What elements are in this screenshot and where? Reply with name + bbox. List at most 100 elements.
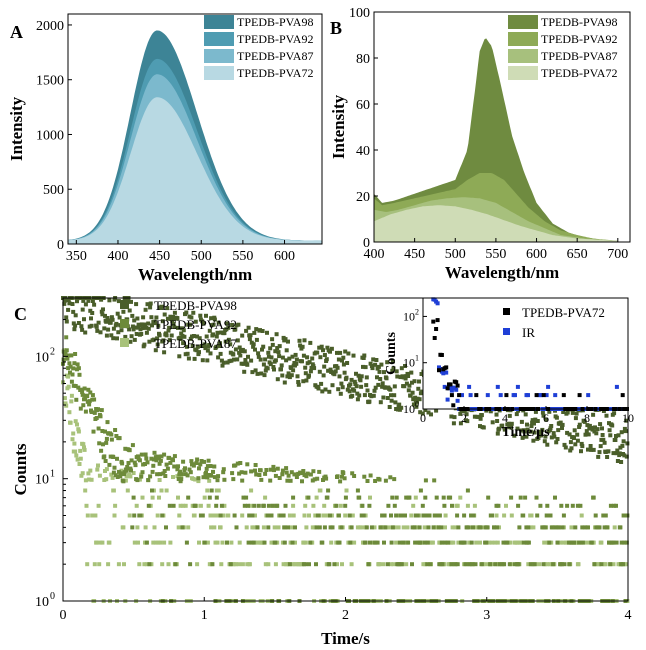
data-point <box>493 540 498 545</box>
data-point <box>287 356 292 361</box>
data-point <box>451 403 456 408</box>
data-point <box>195 457 200 462</box>
data-point <box>109 333 114 338</box>
data-point <box>87 399 92 404</box>
data-point <box>140 470 145 475</box>
data-point <box>338 503 343 508</box>
data-point <box>83 478 88 483</box>
data-point <box>545 562 550 567</box>
data-point <box>517 525 522 530</box>
data-point <box>301 469 306 473</box>
data-point <box>211 332 215 337</box>
data-point <box>73 419 78 424</box>
data-point <box>266 350 271 355</box>
data-point <box>90 513 95 518</box>
data-point <box>540 410 545 415</box>
data-point <box>586 447 590 452</box>
data-point <box>194 461 199 465</box>
data-point <box>70 302 75 306</box>
data-point <box>409 513 414 518</box>
data-point <box>497 562 502 567</box>
data-point <box>397 562 402 567</box>
data-point <box>277 354 282 359</box>
data-point <box>518 540 523 545</box>
data-point <box>318 488 323 493</box>
y-tick-label-1: 10 <box>403 402 415 416</box>
data-point <box>246 503 250 508</box>
legend-label-tpedb-pva92: TPEDB-PVA92 <box>541 32 617 46</box>
x-tick-label-500: 500 <box>445 247 466 262</box>
legend-label-tpedb-pva72: TPEDB-PVA72 <box>522 305 605 320</box>
data-point <box>157 495 161 500</box>
data-point <box>403 364 407 368</box>
panel-letter: B <box>330 18 342 38</box>
data-point <box>79 387 84 392</box>
data-point <box>458 421 463 426</box>
data-point <box>265 330 269 335</box>
data-point <box>215 330 220 335</box>
legend-marker-tpedb-pva98 <box>120 300 129 309</box>
data-point <box>303 371 308 376</box>
data-point <box>128 339 133 344</box>
data-point <box>466 525 471 530</box>
data-point <box>64 335 69 340</box>
data-point <box>240 333 245 338</box>
data-point <box>420 411 425 416</box>
y-tick-exp-100: 2 <box>50 346 55 357</box>
data-point <box>490 513 494 518</box>
data-point <box>408 393 413 398</box>
data-point <box>198 313 203 318</box>
data-point <box>178 469 182 474</box>
legend-label-tpedb-pva92: TPEDB-PVA92 <box>154 317 237 332</box>
data-point <box>168 460 173 465</box>
data-point <box>165 466 170 471</box>
data-point <box>624 454 629 459</box>
y-tick-label-1000: 1000 <box>36 128 64 143</box>
data-point <box>298 343 303 348</box>
data-point <box>455 503 460 508</box>
data-point <box>100 312 105 317</box>
data-point <box>186 495 191 500</box>
data-point <box>323 387 328 392</box>
data-point <box>109 437 114 442</box>
data-point <box>308 472 313 477</box>
data-point <box>302 513 307 518</box>
data-point <box>97 562 102 567</box>
data-point <box>85 394 90 399</box>
data-point <box>382 540 386 545</box>
legend-swatch-tpedb-pva72 <box>204 66 234 80</box>
data-point <box>588 444 593 448</box>
data-point <box>537 562 542 567</box>
data-point <box>478 424 482 429</box>
data-point <box>390 525 395 530</box>
data-point <box>119 328 124 333</box>
data-point <box>69 379 74 384</box>
data-point <box>208 464 213 468</box>
data-point <box>101 307 105 312</box>
data-point <box>407 495 412 500</box>
data-point <box>154 458 159 463</box>
data-point <box>233 347 238 352</box>
data-point <box>123 478 128 483</box>
x-tick-label-350: 350 <box>66 249 87 264</box>
data-point <box>371 357 376 362</box>
data-point <box>270 503 275 508</box>
data-point <box>423 495 428 500</box>
data-point <box>426 410 431 415</box>
data-point <box>69 399 74 404</box>
data-point <box>521 513 526 518</box>
data-point <box>382 370 386 375</box>
data-point <box>164 525 168 530</box>
data-point <box>443 540 447 545</box>
data-point <box>241 495 246 500</box>
data-point <box>79 324 84 329</box>
data-point <box>145 302 150 307</box>
data-point <box>208 513 213 518</box>
data-point <box>124 474 129 479</box>
data-point <box>149 456 154 461</box>
data-point <box>623 429 628 434</box>
data-point <box>251 540 256 545</box>
data-point <box>256 351 261 356</box>
data-point <box>215 478 220 483</box>
data-point <box>486 540 491 545</box>
